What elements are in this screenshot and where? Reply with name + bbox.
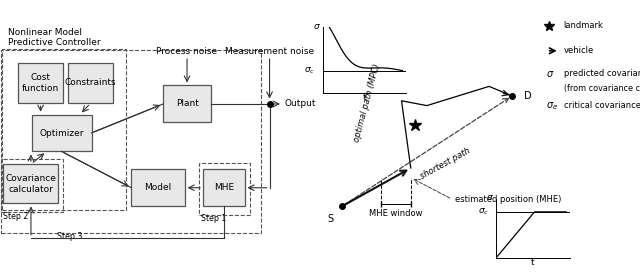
Text: $\sigma$: $\sigma$ — [546, 69, 554, 79]
Bar — [19, 63, 63, 103]
Text: shortest path: shortest path — [419, 146, 472, 181]
Text: Step 3: Step 3 — [56, 232, 82, 241]
Bar — [163, 85, 211, 122]
Bar — [1, 50, 261, 233]
Text: D: D — [524, 91, 531, 101]
Bar — [131, 169, 185, 206]
Text: S: S — [327, 214, 333, 224]
Text: Output: Output — [285, 99, 316, 108]
Bar — [3, 164, 58, 203]
Text: landmark: landmark — [564, 21, 604, 30]
Text: $\sigma_c$: $\sigma_c$ — [478, 207, 489, 217]
Text: $\sigma_c$: $\sigma_c$ — [304, 66, 316, 76]
Text: Plant: Plant — [176, 99, 198, 108]
Bar — [203, 169, 244, 206]
Text: $\sigma_e$: $\sigma_e$ — [546, 100, 558, 112]
X-axis label: t: t — [531, 258, 534, 267]
Text: vehicle: vehicle — [564, 46, 594, 55]
Text: Constraints: Constraints — [65, 78, 116, 87]
Text: critical covariance: critical covariance — [564, 101, 640, 110]
Text: Nonlinear Model
Predictive Controller: Nonlinear Model Predictive Controller — [8, 28, 101, 47]
Bar — [1, 159, 63, 212]
Bar — [31, 115, 92, 152]
Text: estimated position (MHE): estimated position (MHE) — [454, 195, 561, 204]
X-axis label: t: t — [363, 93, 367, 102]
Text: MHE window: MHE window — [369, 209, 422, 218]
Text: Process noise: Process noise — [156, 47, 218, 56]
Text: Measurement noise: Measurement noise — [225, 47, 314, 56]
Text: Cost
function: Cost function — [22, 73, 60, 93]
Bar — [2, 49, 127, 210]
Y-axis label: $\sigma$: $\sigma$ — [312, 22, 321, 31]
Text: Covariance
calculator: Covariance calculator — [5, 174, 56, 194]
Text: (from covariance calculator): (from covariance calculator) — [564, 84, 640, 93]
Text: Step 1: Step 1 — [201, 214, 227, 223]
Text: Step 2: Step 2 — [3, 212, 28, 221]
Text: optimal path (MPC): optimal path (MPC) — [352, 63, 381, 143]
Text: MHE: MHE — [214, 183, 234, 192]
Bar — [199, 163, 250, 215]
Text: Optimizer: Optimizer — [39, 129, 84, 138]
Y-axis label: $\sigma$: $\sigma$ — [486, 193, 494, 202]
Text: predicted covariance: predicted covariance — [564, 69, 640, 78]
Bar — [68, 63, 113, 103]
Text: Model: Model — [145, 183, 172, 192]
